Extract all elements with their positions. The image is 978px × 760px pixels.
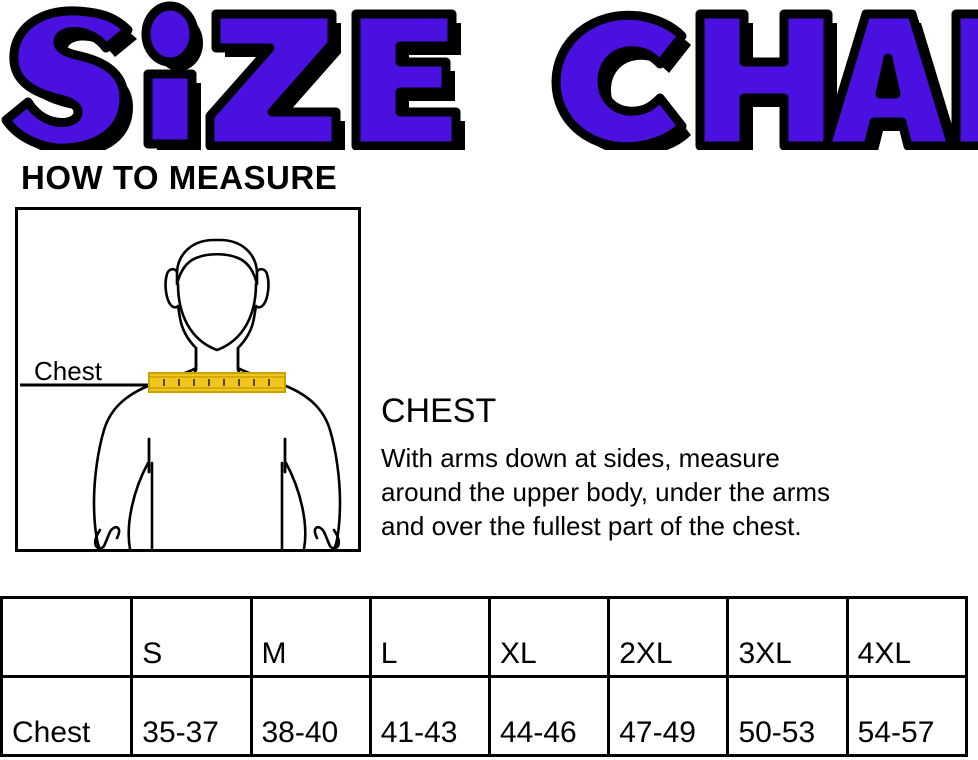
chest-description-line-3: and over the fullest part of the chest. xyxy=(381,510,802,541)
chest-description-title: CHEST xyxy=(381,392,497,430)
how-to-measure-heading: HOW TO MEASURE xyxy=(21,159,338,196)
measuring-tape-icon xyxy=(148,372,286,393)
chest-description-block: CHEST With arms down at sides, measure a… xyxy=(381,394,830,543)
table-corner-blank xyxy=(0,596,134,678)
table-cell-chest-s: 35-37 xyxy=(130,675,253,757)
table-cell-chest-xl: 44-46 xyxy=(487,675,611,757)
table-header-row: S M L XL 2XL 3XL 4XL xyxy=(0,596,969,678)
table-cell-chest-3xl: 50-53 xyxy=(726,675,849,757)
chest-description-line-1: With arms down at sides, measure xyxy=(381,443,780,473)
table-header-size-3xl: 3XL xyxy=(726,596,849,678)
male-torso-figure-icon: Chest xyxy=(20,238,342,549)
table-header-size-2xl: 2XL xyxy=(607,596,730,678)
chest-description-line-2: around the upper body, under the arms xyxy=(381,476,831,507)
table-cell-chest-l: 41-43 xyxy=(368,675,491,757)
table-row: Chest 35-37 38-40 41-43 44-46 47-49 50-5… xyxy=(0,675,969,757)
table-cell-chest-4xl: 54-57 xyxy=(845,675,969,757)
chest-label: Chest xyxy=(34,356,103,386)
size-chart-table: S M L XL 2XL 3XL 4XL Chest 35-37 38-40 4… xyxy=(0,596,969,757)
table-cell-chest-2xl: 47-49 xyxy=(607,675,730,757)
measurement-illustration-box: Chest xyxy=(15,207,361,552)
chest-description-body: With arms down at sides, measure around … xyxy=(381,442,830,543)
table-header-size-xl: XL xyxy=(487,596,611,678)
table-header-size-m: M xyxy=(249,596,372,678)
table-header-size-4xl: 4XL xyxy=(845,596,969,678)
table-header-size-l: L xyxy=(368,596,491,678)
page-title: .tl-shadow { fill: #000000; } .tl-fill {… xyxy=(0,0,978,150)
size-chart-title-art: .tl-shadow { fill: #000000; } .tl-fill {… xyxy=(1,1,978,150)
size-table-container: S M L XL 2XL 3XL 4XL Chest 35-37 38-40 4… xyxy=(0,596,969,757)
table-cell-chest-m: 38-40 xyxy=(249,675,372,757)
table-header-size-s: S xyxy=(130,596,253,678)
table-row-label-chest: Chest xyxy=(0,675,134,757)
